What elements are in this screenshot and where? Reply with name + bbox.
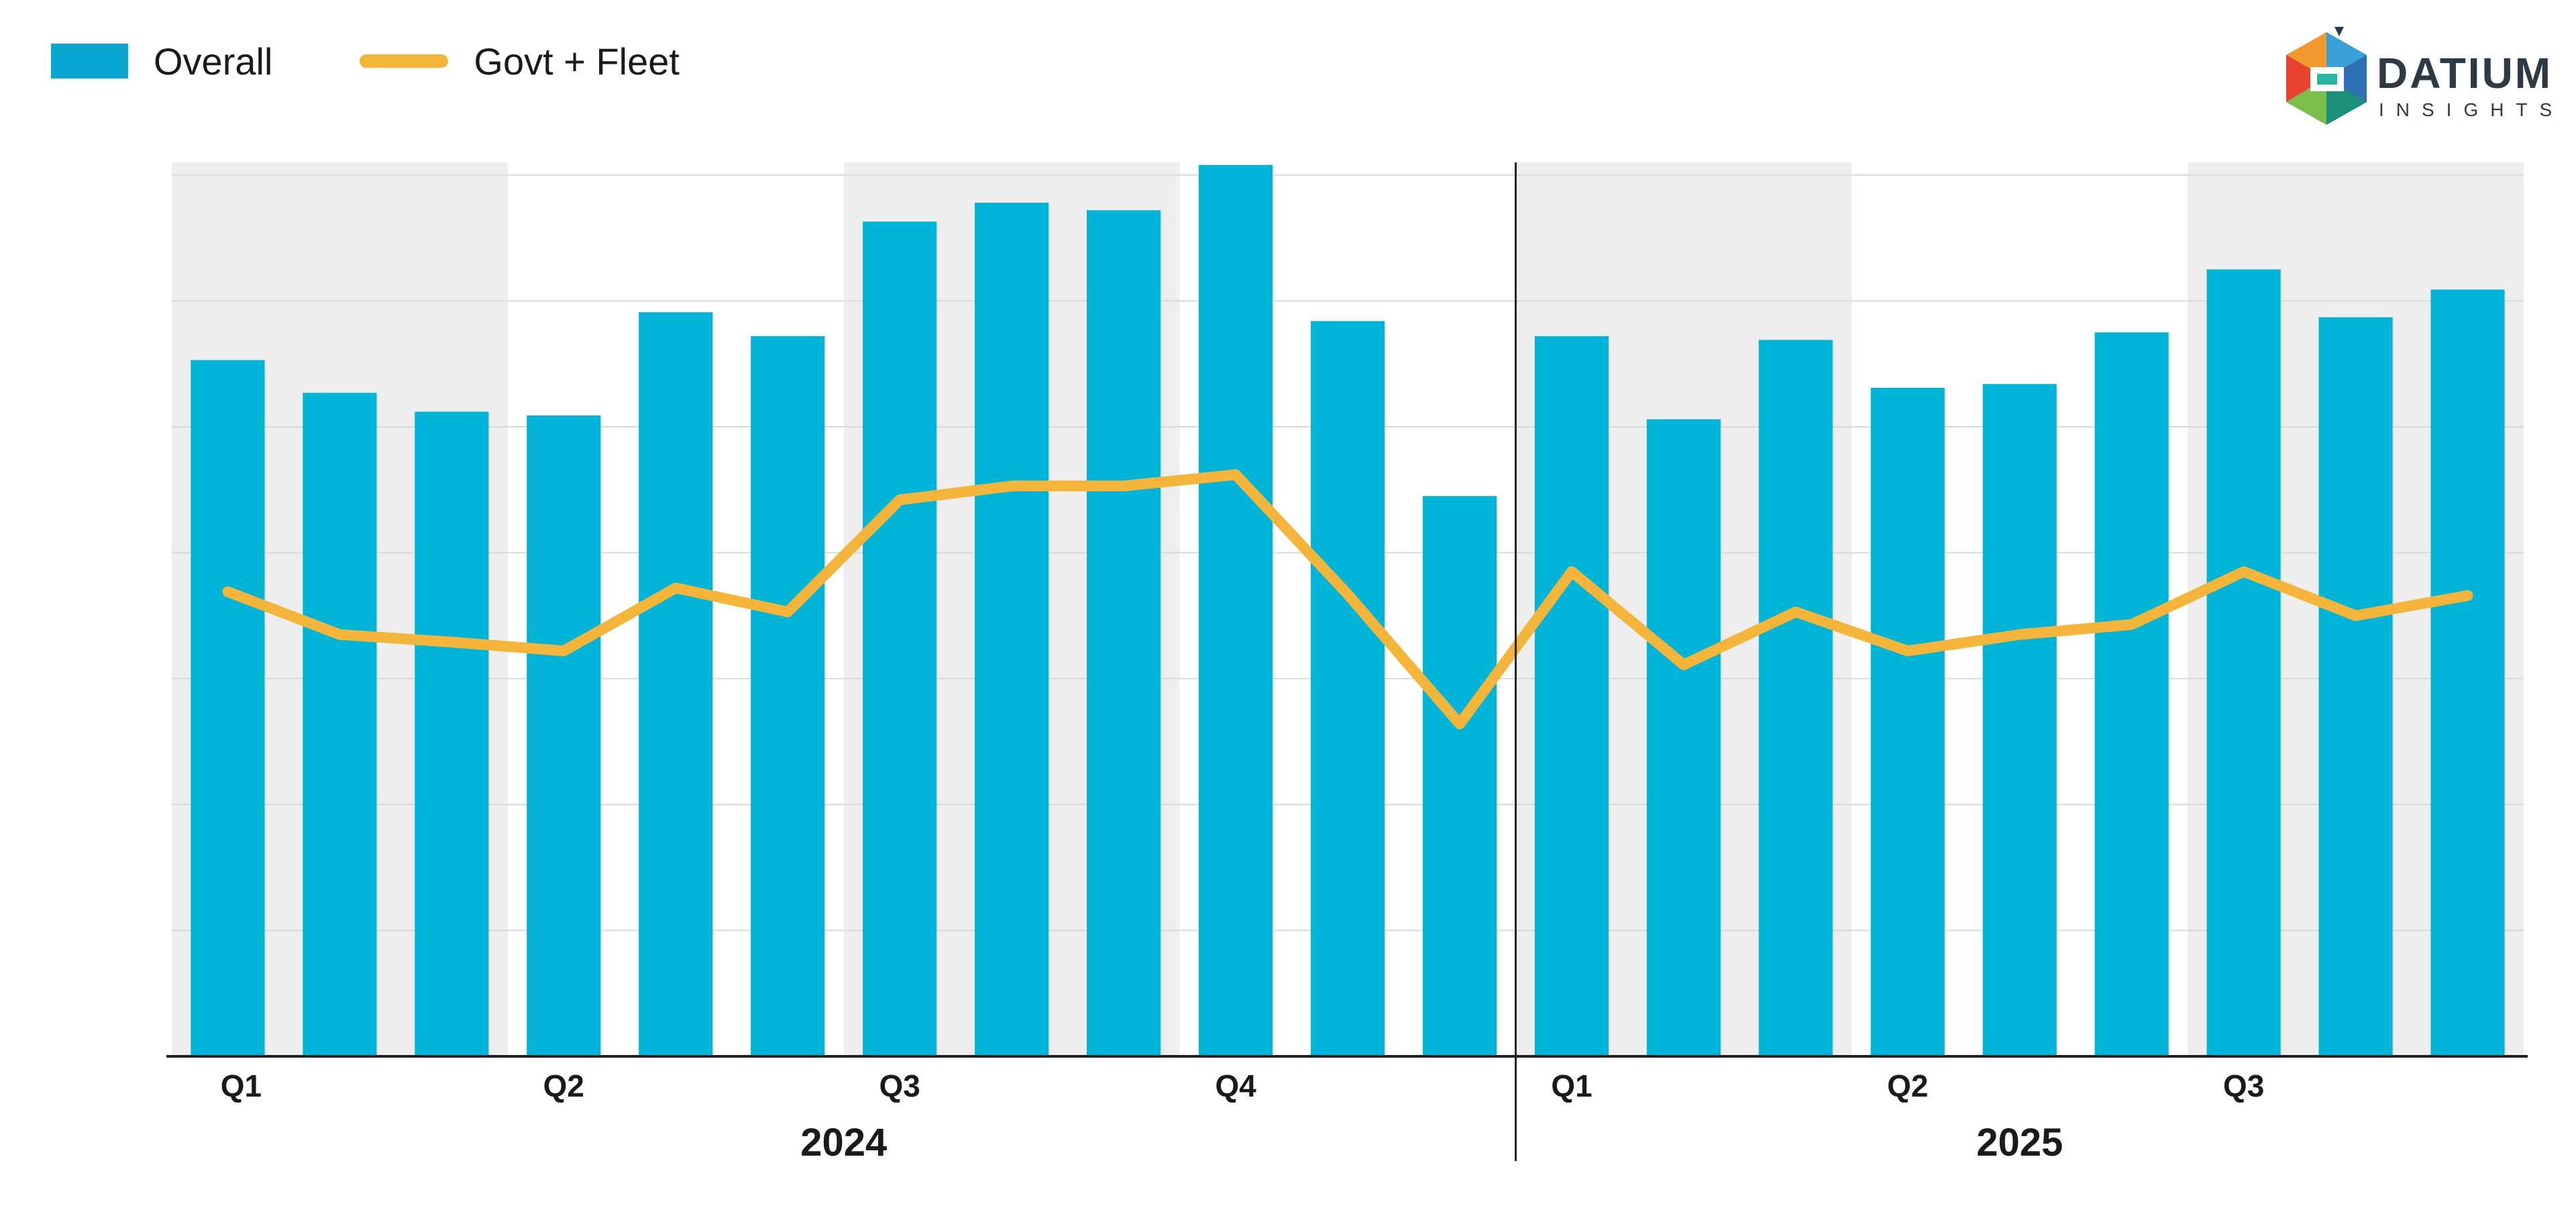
point-govt-fleet: [1011, 485, 1013, 487]
point-govt-fleet: [1458, 723, 1460, 725]
logo-subtitle: INSIGHTS: [2379, 99, 2565, 120]
quarter-label: Q3: [879, 1068, 920, 1103]
bar-overall: [2318, 317, 2393, 1057]
bar-overall: [303, 393, 377, 1056]
bar-overall: [1870, 387, 1945, 1056]
bar-overall: [527, 415, 601, 1056]
point-govt-fleet: [1123, 485, 1125, 487]
point-govt-fleet: [339, 634, 341, 636]
point-govt-fleet: [1682, 664, 1684, 666]
quarter-label: Q2: [1887, 1068, 1928, 1103]
point-govt-fleet: [451, 641, 453, 643]
bar-overall: [1087, 210, 1161, 1056]
point-govt-fleet: [1907, 650, 1909, 652]
legend-label-govt-fleet: Govt + Fleet: [474, 40, 680, 83]
point-govt-fleet: [2355, 615, 2357, 617]
point-govt-fleet: [1570, 570, 1572, 572]
bar-overall: [1646, 419, 1721, 1056]
point-govt-fleet: [563, 650, 565, 652]
point-govt-fleet: [2243, 570, 2245, 572]
point-govt-fleet: [2467, 595, 2469, 597]
chart-legend: Overall Govt + Fleet: [51, 38, 767, 85]
legend-item-govt-fleet: Govt + Fleet: [360, 40, 680, 83]
point-govt-fleet: [1347, 593, 1348, 595]
bar-overall: [191, 360, 265, 1057]
point-govt-fleet: [2019, 634, 2021, 636]
bar-overall: [975, 203, 1049, 1056]
legend-swatch-govt-fleet: [360, 54, 449, 68]
point-govt-fleet: [1794, 611, 1796, 613]
year-label: 2024: [800, 1121, 887, 1164]
point-govt-fleet: [787, 611, 789, 613]
quarter-label: Q4: [1215, 1068, 1256, 1103]
point-govt-fleet: [675, 587, 677, 589]
bar-overall: [1534, 336, 1609, 1057]
point-govt-fleet: [227, 591, 229, 593]
quarter-label: Q1: [221, 1068, 262, 1103]
point-govt-fleet: [1235, 474, 1237, 476]
logo-wordmark: DATIUM: [2377, 49, 2553, 97]
legend-item-overall: Overall: [51, 40, 272, 83]
bar-overall: [1982, 384, 2057, 1056]
legend-swatch-overall: [51, 44, 128, 79]
quarter-label: Q3: [2223, 1068, 2264, 1103]
point-govt-fleet: [899, 499, 901, 501]
datium-logo-icon: [2286, 27, 2367, 125]
quarter-label: Q2: [543, 1068, 584, 1103]
bar-overall: [1758, 340, 1833, 1057]
bar-overall: [2094, 332, 2169, 1057]
legend-label-overall: Overall: [154, 40, 273, 83]
bar-overall: [2430, 289, 2505, 1056]
bar-overall: [1422, 496, 1497, 1056]
quarter-label: Q1: [1551, 1068, 1592, 1103]
bar-overall: [863, 221, 937, 1056]
year-label: 2025: [1976, 1121, 2063, 1164]
point-govt-fleet: [2131, 623, 2133, 625]
bar-overall: [1310, 321, 1385, 1057]
bar-overall: [1198, 164, 1273, 1057]
bar-overall: [415, 411, 489, 1056]
datium-logo: DATIUM INSIGHTS: [2279, 27, 2552, 141]
bar-overall: [751, 336, 825, 1057]
bar-overall: [2206, 269, 2281, 1056]
bar-overall: [639, 312, 713, 1056]
